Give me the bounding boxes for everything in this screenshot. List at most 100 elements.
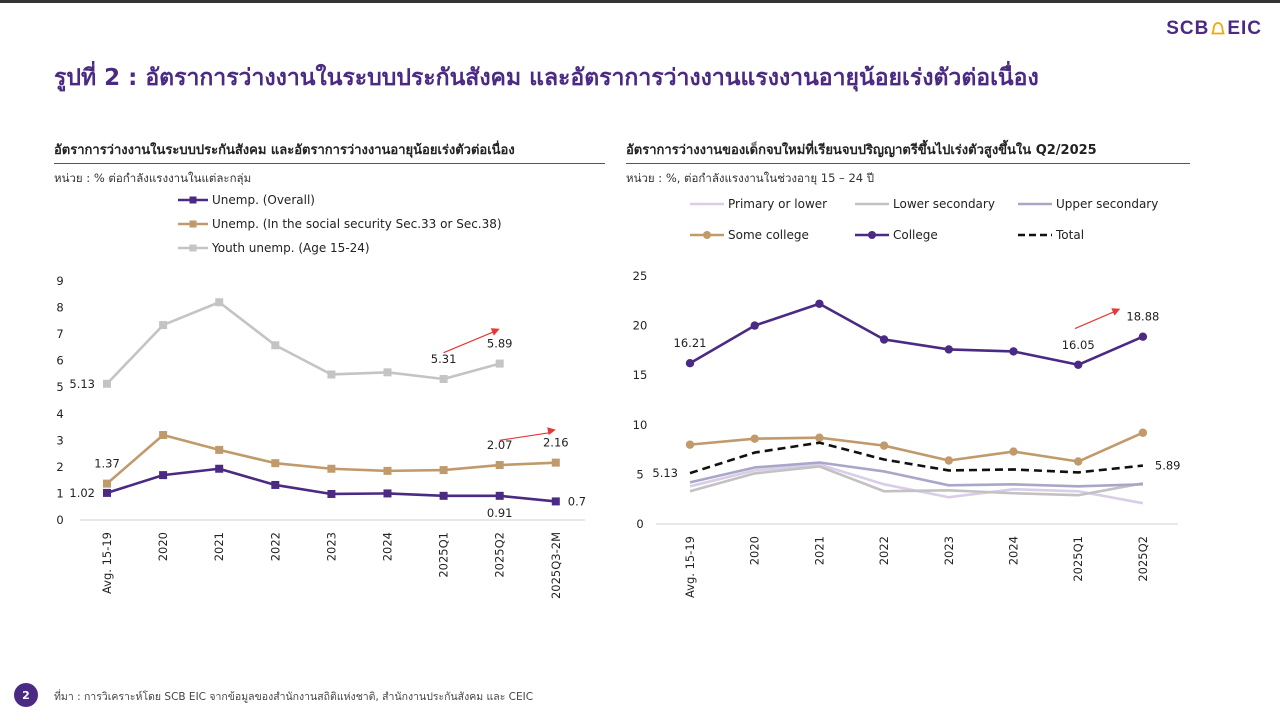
right-data-label: 16.05 (1062, 338, 1095, 352)
right-data-label: 5.89 (1155, 459, 1181, 473)
left-x-tick-label: 2025Q2 (493, 532, 507, 578)
left-chart-title: อัตราการว่างงานในระบบประกันสังคม และอัตร… (54, 143, 515, 158)
left-x-tick-label: 2024 (381, 532, 395, 561)
scb-eic-logo: SCB EIC (1166, 18, 1262, 40)
right-series-line-3 (689, 461, 1143, 488)
right-chart-title: อัตราการว่างงานของเด็กจบใหม่ที่เรียนจบปร… (626, 143, 1097, 158)
left-legend-label: Unemp. (In the social security Sec.33 or… (212, 217, 502, 231)
left-data-point (103, 479, 111, 488)
left-data-label: 1.37 (94, 457, 120, 471)
right-legend-marker (703, 231, 711, 239)
left-data-label: 5.89 (487, 337, 513, 351)
right-x-tick-label: 2022 (877, 536, 891, 565)
left-x-tick-label: 2022 (268, 532, 282, 561)
left-trend-arrow-head (490, 328, 500, 336)
page-number: 2 (14, 683, 38, 707)
left-y-tick-label: 3 (56, 433, 63, 447)
bell-icon (1211, 22, 1226, 35)
right-legend-label: Primary or lower (728, 197, 827, 211)
right-legend-label: College (893, 228, 938, 242)
left-x-tick-label: 2020 (156, 532, 170, 561)
left-data-label: 2.16 (543, 436, 569, 450)
right-x-tick-label: 2021 (812, 536, 826, 565)
right-series-line-1 (689, 463, 1144, 505)
right-data-label: 18.88 (1126, 310, 1159, 324)
left-data-point (383, 368, 392, 377)
left-data-label: 0.91 (487, 506, 513, 520)
right-data-point (944, 345, 953, 354)
left-data-point (495, 461, 504, 470)
right-series-line-6 (689, 441, 1144, 475)
right-data-point (685, 440, 695, 449)
right-x-tick-label: Avg. 15-19 (683, 536, 697, 598)
right-data-point (1138, 332, 1148, 341)
left-y-tick-label: 5 (56, 380, 63, 394)
right-title-rule (626, 163, 1190, 164)
left-data-point (439, 374, 448, 383)
left-data-point (159, 471, 168, 480)
left-trend-arrow-head (547, 427, 556, 436)
left-legend-marker (189, 196, 197, 204)
right-series-line-2 (689, 465, 1144, 497)
right-x-tick-label: 2024 (1007, 536, 1021, 565)
right-legend-label: Total (1055, 228, 1084, 242)
left-legend-marker (189, 220, 197, 228)
right-data-point (750, 321, 759, 330)
left-x-tick-label: 2023 (324, 532, 338, 561)
left-data-label: 5.13 (69, 377, 95, 391)
left-data-point (439, 491, 448, 500)
left-data-label: 1.02 (69, 486, 95, 500)
right-trend-arrow-head (1111, 308, 1121, 316)
right-data-point (1074, 360, 1083, 369)
left-data-point (439, 466, 448, 475)
left-data-point (551, 497, 560, 506)
left-x-tick-label: 2025Q3-2M (549, 532, 563, 599)
left-data-point (159, 321, 168, 330)
left-x-tick-label: Avg. 15-19 (100, 532, 114, 594)
right-legend-marker (868, 231, 876, 239)
left-data-point (327, 464, 336, 473)
right-data-point (879, 441, 889, 450)
right-x-tick-label: 2025Q2 (1136, 536, 1150, 582)
left-x-tick-label: 2021 (212, 532, 226, 561)
left-data-point (103, 379, 111, 388)
left-y-tick-label: 7 (56, 327, 63, 341)
left-data-label: 0.7 (568, 494, 586, 508)
right-data-point (879, 335, 889, 344)
left-x-tick-label: 2025Q1 (437, 532, 451, 578)
right-legend-label: Lower secondary (893, 197, 995, 211)
left-data-point (215, 445, 224, 454)
left-data-point (215, 464, 224, 473)
left-y-tick-label: 1 (56, 486, 63, 500)
left-data-point (159, 431, 168, 440)
left-trend-arrow (499, 432, 550, 441)
right-y-tick-label: 20 (633, 319, 648, 333)
left-data-point (495, 359, 504, 368)
right-x-tick-label: 2025Q1 (1071, 536, 1085, 582)
right-data-point (1009, 447, 1018, 456)
left-legend-marker (189, 244, 197, 252)
left-legend-label: Unemp. (Overall) (212, 193, 315, 207)
right-data-point (750, 434, 759, 443)
left-data-point (215, 298, 224, 307)
right-series-line-5 (689, 302, 1144, 367)
left-y-tick-label: 2 (56, 460, 63, 474)
left-trend-arrow (443, 331, 494, 354)
right-data-label: 16.21 (674, 336, 707, 350)
right-data-point (815, 299, 824, 308)
top-border (0, 0, 1280, 3)
right-data-label: 5.13 (652, 466, 678, 480)
left-data-point (271, 341, 280, 350)
right-y-tick-label: 10 (633, 418, 648, 432)
right-legend-label: Some college (728, 228, 809, 242)
logo-left-text: SCB (1166, 18, 1210, 39)
right-data-point (1009, 347, 1018, 356)
left-data-point (495, 491, 504, 500)
right-data-point (815, 433, 824, 442)
right-y-tick-label: 25 (633, 269, 648, 283)
left-title-rule (54, 163, 605, 164)
left-data-point (327, 370, 336, 379)
left-data-point (551, 458, 560, 467)
left-y-tick-label: 4 (56, 407, 63, 421)
